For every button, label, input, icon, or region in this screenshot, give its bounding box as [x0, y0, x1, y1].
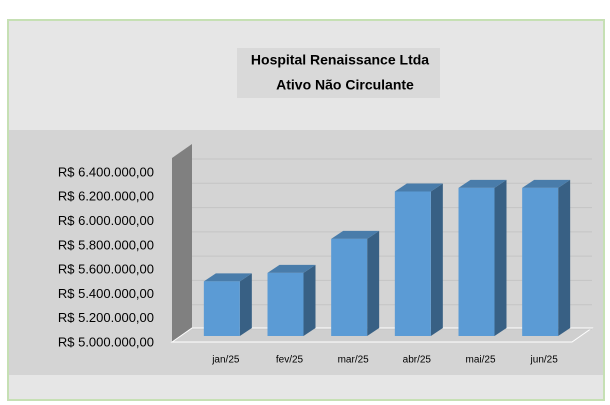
y-tick-label: R$ 6.000.000,00: [58, 213, 154, 228]
side-wall: [172, 144, 192, 342]
bar-side: [430, 183, 443, 336]
bar: [267, 272, 304, 336]
bar: [394, 191, 431, 336]
x-tick-label: jan/25: [211, 355, 240, 366]
bar: [203, 281, 240, 336]
bar-side: [303, 264, 316, 336]
y-tick-label: R$ 5.000.000,00: [58, 334, 154, 349]
chart-subtitle: Ativo Não Circulante: [276, 77, 414, 93]
bar-top: [522, 179, 571, 188]
bar-top: [458, 179, 507, 188]
bar-top: [203, 273, 252, 282]
y-tick-label: R$ 5.200.000,00: [58, 310, 154, 325]
chart-title: Hospital Renaissance Ltda: [251, 52, 429, 68]
title-box: [237, 48, 440, 98]
x-tick-label: jun/25: [530, 355, 559, 366]
y-tick-label: R$ 6.200.000,00: [58, 189, 154, 204]
bar-side: [367, 230, 380, 336]
bar-side: [239, 273, 252, 336]
bar: [522, 187, 559, 336]
bar-top: [394, 183, 443, 192]
y-tick-label: R$ 5.400.000,00: [58, 286, 154, 301]
y-tick-label: R$ 5.800.000,00: [58, 237, 154, 252]
x-tick-label: fev/25: [276, 355, 304, 366]
bar: [331, 238, 368, 336]
bar-side: [558, 179, 571, 336]
x-tick-label: mai/25: [465, 355, 495, 366]
bar-top: [267, 264, 316, 273]
y-tick-label: R$ 6.400.000,00: [58, 164, 154, 179]
bar-side: [494, 179, 507, 336]
bar: [458, 187, 495, 336]
bar-top: [331, 230, 380, 239]
y-tick-label: R$ 5.600.000,00: [58, 262, 154, 277]
x-tick-label: mar/25: [338, 355, 370, 366]
x-tick-label: abr/25: [403, 355, 432, 366]
